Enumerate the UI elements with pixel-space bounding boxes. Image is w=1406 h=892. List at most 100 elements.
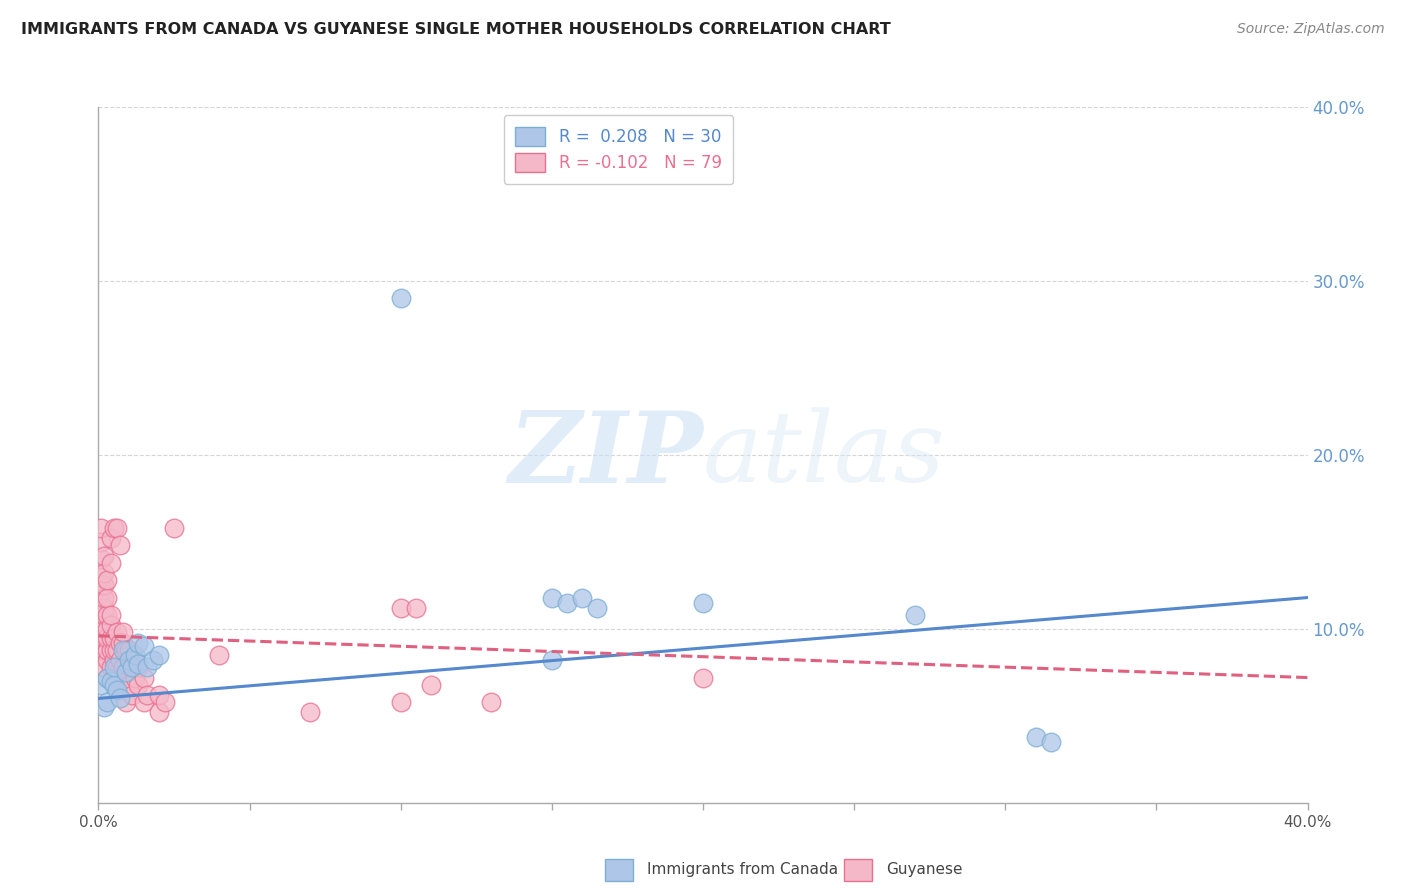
Point <box>163 521 186 535</box>
Point <box>1024 730 1046 744</box>
Point <box>96 695 118 709</box>
Text: Source: ZipAtlas.com: Source: ZipAtlas.com <box>1237 22 1385 37</box>
Point <box>118 642 141 657</box>
Point <box>121 660 143 674</box>
Point <box>100 618 122 632</box>
Point <box>93 601 115 615</box>
Point <box>105 642 128 657</box>
Point <box>132 695 155 709</box>
Point <box>692 671 714 685</box>
Point <box>114 695 136 709</box>
Point <box>105 521 128 535</box>
Point <box>299 706 322 720</box>
Point <box>90 596 112 610</box>
Point <box>96 671 118 685</box>
Point <box>389 291 412 305</box>
Point <box>105 682 128 697</box>
Point <box>389 695 412 709</box>
Point <box>114 671 136 685</box>
Point <box>93 642 115 657</box>
Point <box>96 622 118 636</box>
Point <box>121 688 143 702</box>
Point <box>108 671 131 685</box>
Point <box>127 660 149 674</box>
Point <box>127 657 149 671</box>
Point <box>100 642 122 657</box>
Point <box>153 695 176 709</box>
Point <box>124 648 146 662</box>
Point <box>389 601 412 615</box>
Point <box>100 660 122 674</box>
Point <box>90 636 112 650</box>
Point <box>148 648 170 662</box>
Text: ZIP: ZIP <box>508 407 703 503</box>
Point <box>105 660 128 674</box>
Point <box>90 570 112 584</box>
Point <box>132 639 155 653</box>
Point <box>93 660 115 674</box>
Point <box>103 653 125 667</box>
Point <box>90 613 112 627</box>
Point <box>100 532 122 546</box>
Point <box>124 671 146 685</box>
Point <box>108 653 131 667</box>
Text: IMMIGRANTS FROM CANADA VS GUYANESE SINGLE MOTHER HOUSEHOLDS CORRELATION CHART: IMMIGRANTS FROM CANADA VS GUYANESE SINGL… <box>21 22 891 37</box>
Point <box>90 587 112 601</box>
Point <box>96 573 118 587</box>
Point <box>124 653 146 667</box>
Point <box>100 631 122 645</box>
Point <box>96 653 118 667</box>
Point <box>405 601 427 615</box>
Point <box>93 591 115 605</box>
Point <box>586 601 609 615</box>
Point <box>148 688 170 702</box>
Point <box>111 625 134 640</box>
Point <box>148 706 170 720</box>
Point <box>103 631 125 645</box>
Legend: R =  0.208   N = 30, R = -0.102   N = 79: R = 0.208 N = 30, R = -0.102 N = 79 <box>503 115 733 184</box>
Point <box>540 591 562 605</box>
Point <box>118 653 141 667</box>
Point <box>555 596 578 610</box>
Point <box>103 671 125 685</box>
Point <box>111 642 134 657</box>
Point <box>118 660 141 674</box>
Point <box>105 625 128 640</box>
Point <box>103 521 125 535</box>
Point <box>904 607 927 622</box>
Point <box>90 578 112 592</box>
Point <box>96 671 118 685</box>
Point <box>121 660 143 674</box>
Point <box>420 677 443 691</box>
Point <box>208 648 231 662</box>
Point <box>142 653 165 667</box>
Point <box>100 674 122 689</box>
Point <box>108 636 131 650</box>
Point <box>127 677 149 691</box>
Point <box>90 677 112 691</box>
Text: atlas: atlas <box>703 408 946 502</box>
Point <box>96 631 118 645</box>
Point <box>481 695 503 709</box>
Point <box>1039 735 1062 749</box>
Point <box>90 648 112 662</box>
Point <box>93 566 115 581</box>
Point <box>103 642 125 657</box>
Point <box>135 660 157 674</box>
Point <box>93 578 115 592</box>
Point <box>571 591 593 605</box>
Point <box>132 671 155 685</box>
Text: Immigrants from Canada: Immigrants from Canada <box>647 863 838 877</box>
Point <box>100 556 122 570</box>
Point <box>90 552 112 566</box>
Point <box>540 653 562 667</box>
Point <box>127 636 149 650</box>
Point <box>93 549 115 563</box>
Point <box>93 631 115 645</box>
Point <box>90 534 112 549</box>
Point <box>96 607 118 622</box>
Text: Guyanese: Guyanese <box>886 863 962 877</box>
Point <box>111 636 134 650</box>
Point <box>103 677 125 691</box>
Point <box>100 607 122 622</box>
